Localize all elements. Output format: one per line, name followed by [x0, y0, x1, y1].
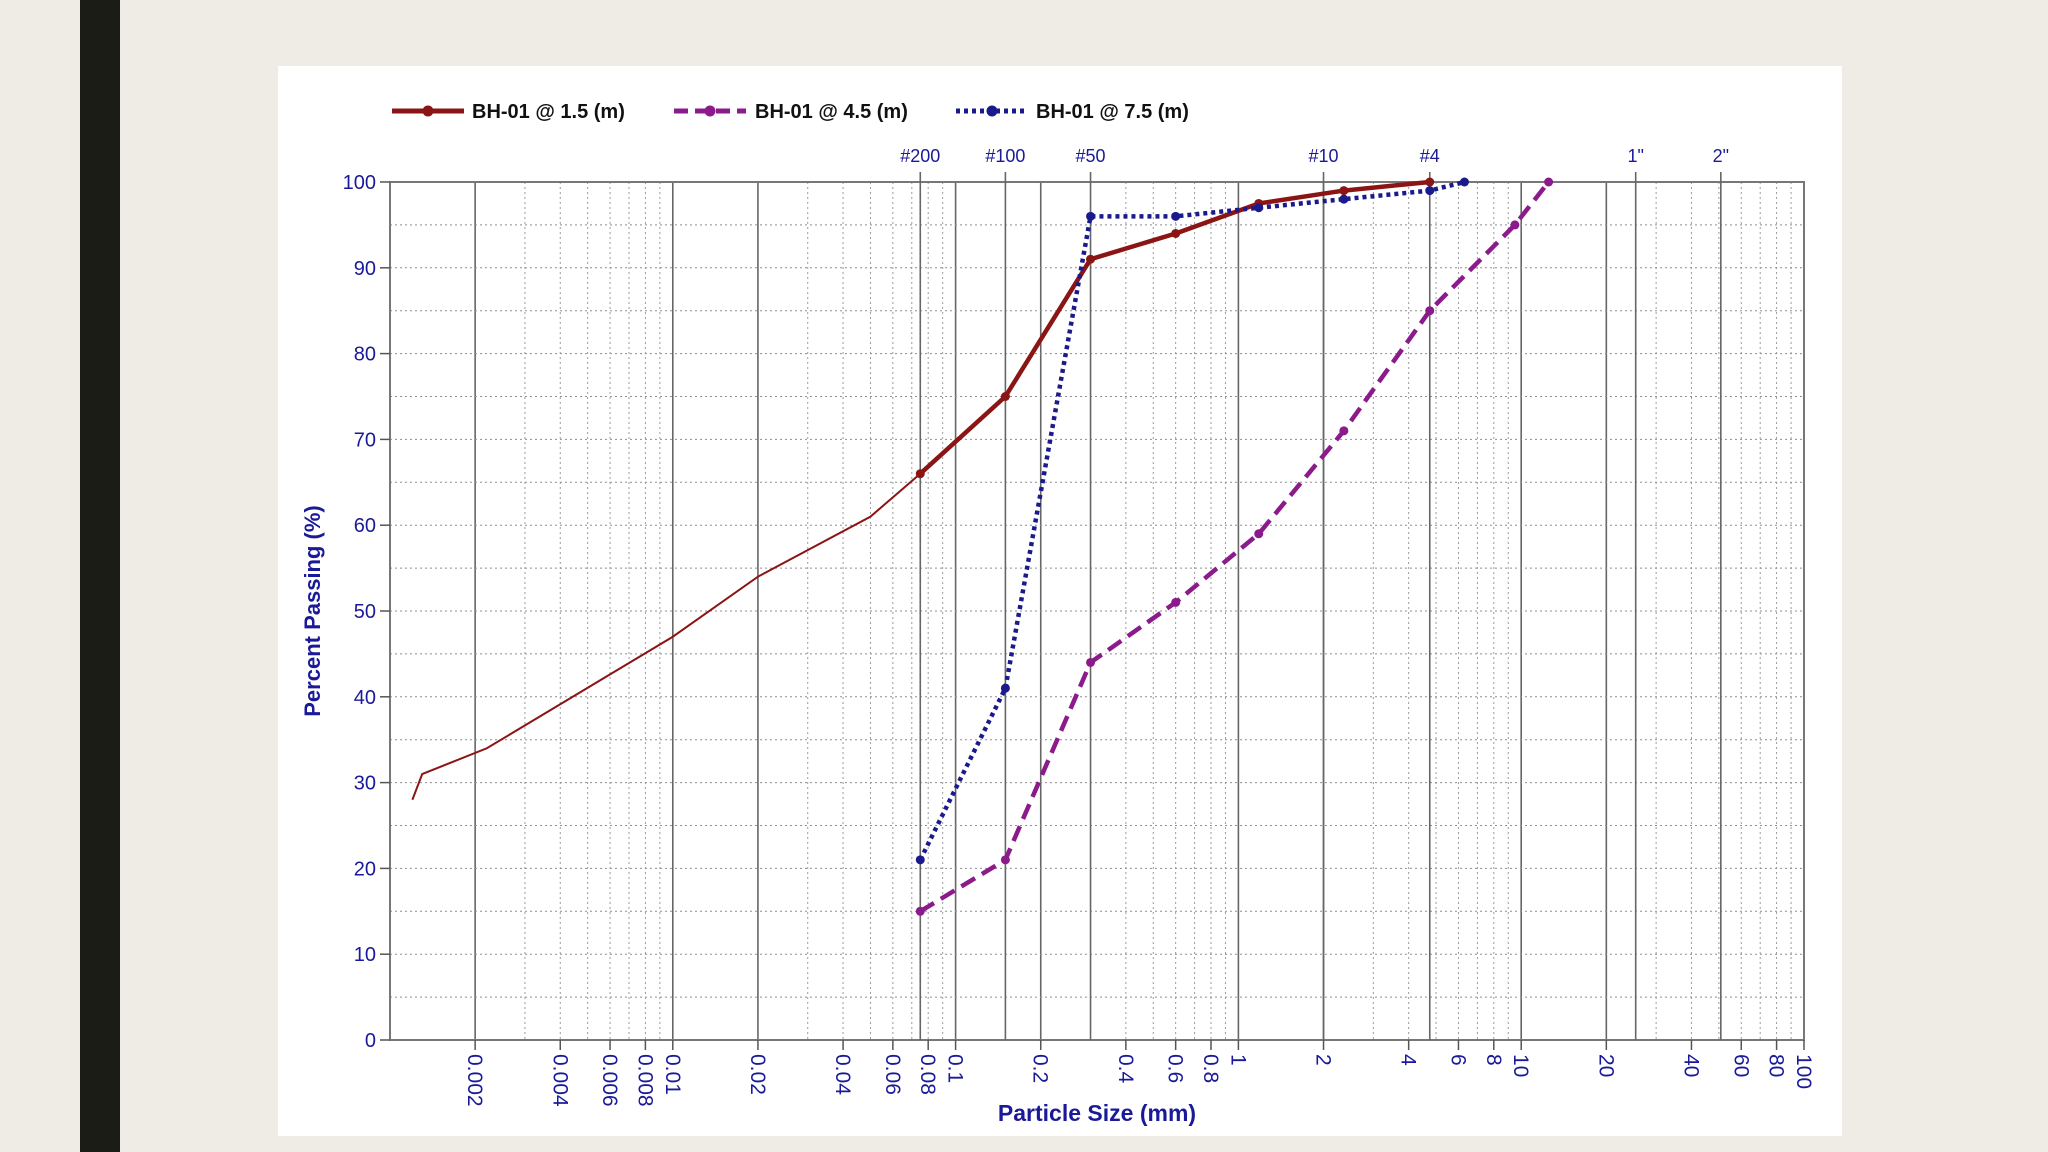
x-tick-label: 0.08: [916, 1054, 939, 1095]
legend-label-2: BH-01 @ 4.5 (m): [755, 101, 908, 123]
legend: BH-01 @ 1.5 (m) BH-01 @ 4.5 (m) BH-01 @ …: [392, 101, 1189, 123]
y-tick-label: 70: [354, 429, 376, 451]
x-tick-label: 10: [1509, 1054, 1532, 1077]
series-3-point: [1171, 211, 1181, 221]
series-1-point: [915, 469, 925, 479]
y-tick-label: 0: [365, 1030, 376, 1052]
series-2-point: [1254, 529, 1264, 539]
sieve-label: #200: [900, 146, 940, 166]
x-tick-label: 8: [1482, 1054, 1505, 1066]
x-tick-label: 4: [1397, 1054, 1420, 1066]
sieve-label: 1": [1627, 146, 1643, 166]
series-3-point: [1339, 194, 1349, 204]
chart-panel: 0 10 20 30 40 50 60 70 80 90 100 0.002 0.004 0.006 0.…: [278, 66, 1842, 1136]
x-tick-label: 0.8: [1199, 1054, 1222, 1083]
sieve-label: #4: [1420, 146, 1440, 166]
series-1-point: [1171, 228, 1181, 238]
y-tick-label: 20: [354, 858, 376, 880]
series-3-point: [1254, 203, 1264, 213]
series-3-point: [1459, 177, 1469, 187]
series-2-line: [919, 180, 1551, 914]
legend-entry-3: BH-01 @ 7.5 (m): [956, 101, 1189, 123]
sieve-label: #50: [1076, 146, 1106, 166]
series-3-point: [1425, 186, 1435, 196]
sieve-label: #100: [985, 146, 1025, 166]
sieve-ticks: #200 #100 #50 #10 #4 1" 2": [900, 146, 1729, 1040]
series-2-point: [1425, 306, 1435, 316]
series-1-point: [1086, 254, 1096, 264]
x-tick-label: 0.002: [463, 1054, 486, 1107]
series-1-point: [1000, 392, 1010, 401]
series-2-point: [1339, 426, 1349, 436]
x-tick-label: 0.02: [746, 1054, 769, 1095]
x-tick-label: 6: [1446, 1054, 1469, 1066]
series-1-point: [1425, 177, 1435, 187]
x-tick-label: 0.4: [1114, 1054, 1137, 1084]
y-tick-label: 100: [343, 172, 376, 194]
x-tick-label: 0.004: [548, 1054, 571, 1107]
series-layer: [411, 177, 1554, 916]
y-axis-title: Percent Passing (%): [300, 505, 325, 717]
series-3-point: [1000, 683, 1010, 693]
x-tick-label: 0.006: [598, 1054, 621, 1107]
series-3-line: [918, 179, 1465, 861]
x-tick-label: 100: [1792, 1054, 1815, 1089]
x-tick-label: 0.2: [1029, 1054, 1052, 1083]
series-1-point: [1339, 186, 1349, 196]
x-tick-label: 0.6: [1164, 1054, 1187, 1083]
x-tick-label: 0.01: [661, 1054, 684, 1095]
y-tick-label: 80: [354, 344, 376, 366]
x-tick-label: 2: [1312, 1054, 1335, 1066]
x-tick-label: 0.04: [831, 1054, 854, 1095]
legend-entry-1: BH-01 @ 1.5 (m): [392, 101, 625, 123]
x-tick-label: 1: [1226, 1054, 1249, 1066]
x-axis-title: Particle Size (mm): [998, 1100, 1196, 1126]
series-2-point: [1171, 597, 1181, 607]
y-tick-label: 60: [354, 515, 376, 537]
sieve-label: #10: [1309, 146, 1339, 166]
y-tick-label: 50: [354, 601, 376, 623]
series-2-point: [1544, 177, 1554, 187]
grid-layer: [389, 181, 1804, 1041]
sieve-label: 2": [1713, 146, 1729, 166]
series-2-point: [1510, 220, 1520, 230]
series-2-point: [915, 906, 925, 916]
series-1-hydrometer-line: [411, 472, 921, 801]
x-tick-label: 0.1: [944, 1054, 967, 1083]
y-ticks: 0 10 20 30 40 50 60 70 80 90 100: [343, 172, 390, 1052]
y-tick-label: 90: [354, 258, 376, 280]
x-tick-label: 80: [1765, 1054, 1788, 1077]
legend-entry-2: BH-01 @ 4.5 (m): [674, 101, 908, 123]
slide-side-bar: [80, 0, 120, 1152]
series-1-line: [918, 179, 1430, 476]
series-3-point: [1086, 211, 1096, 221]
series-2-point: [1000, 855, 1010, 865]
x-tick-label: 20: [1594, 1054, 1617, 1077]
series-3-point: [915, 855, 925, 865]
y-tick-label: 30: [354, 773, 376, 795]
x-tick-label: 40: [1679, 1054, 1702, 1077]
legend-label-3: BH-01 @ 7.5 (m): [1036, 101, 1189, 123]
series-2-point: [1086, 657, 1096, 667]
x-ticks: 0.002 0.004 0.006 0.008 0.01 0.02 0.04 0.06 0.08…: [463, 1040, 1815, 1107]
x-tick-label: 0.06: [881, 1054, 904, 1095]
y-tick-label: 40: [354, 687, 376, 709]
legend-label-1: BH-01 @ 1.5 (m): [472, 101, 625, 123]
y-tick-label: 10: [354, 944, 376, 966]
x-tick-label: 0.008: [633, 1054, 656, 1107]
x-tick-label: 60: [1729, 1054, 1752, 1077]
